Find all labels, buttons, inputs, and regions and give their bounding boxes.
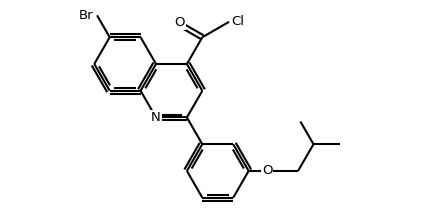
Text: N: N bbox=[151, 111, 161, 124]
Text: O: O bbox=[262, 164, 273, 177]
Text: Cl: Cl bbox=[231, 15, 244, 28]
Text: O: O bbox=[174, 16, 185, 29]
Text: Br: Br bbox=[79, 9, 94, 22]
